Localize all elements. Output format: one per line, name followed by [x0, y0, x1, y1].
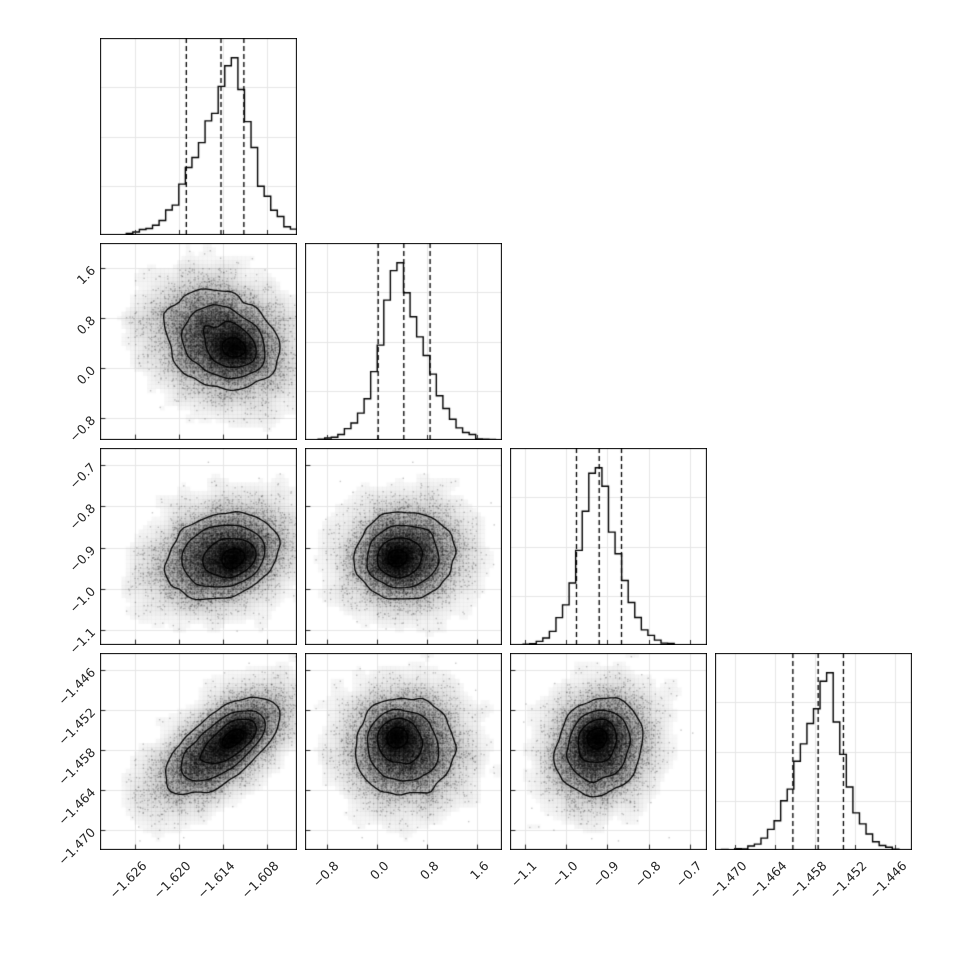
x-tick-label: −1.452: [826, 858, 870, 902]
hist-p3-canvas: [510, 448, 707, 645]
hist-p4-canvas: [715, 653, 912, 850]
x-tick-label: −1.608: [238, 858, 283, 902]
x-tick-label: −1.458: [786, 858, 830, 902]
y-tick-label: 0.8: [73, 312, 99, 338]
scatter-p1-p3-canvas: [100, 448, 297, 645]
panel-scatter-p2-p4: [305, 653, 502, 850]
y-tick-label: −0.8: [66, 500, 99, 533]
panel-scatter-p2-p3: [305, 448, 502, 645]
x-tick-label: −1.626: [105, 858, 150, 902]
x-tick-label: −1.620: [150, 858, 194, 902]
y-tick-label: −1.458: [54, 744, 99, 789]
y-tick-label: −0.7: [66, 459, 99, 492]
x-tick-label: −0.8: [309, 858, 342, 891]
x-tick-label: 0.0: [366, 858, 392, 883]
x-tick-label: −1.446: [865, 858, 910, 902]
panel-scatter-p1-p3: [100, 448, 297, 645]
x-tick-label: −0.8: [631, 858, 664, 891]
scatter-p1-p4-canvas: [100, 653, 297, 850]
panel-hist-p2: [305, 243, 502, 440]
y-tick-label: 1.6: [73, 262, 99, 288]
y-tick-label: 0.0: [73, 362, 99, 388]
x-tick-label: −1.0: [548, 858, 581, 891]
panel-scatter-p1-p2: [100, 243, 297, 440]
x-tick-label: −1.1: [507, 858, 540, 891]
scatter-p2-p4-canvas: [305, 653, 502, 850]
x-tick-label: −1.470: [706, 858, 750, 902]
y-tick-label: −1.452: [54, 704, 99, 749]
y-tick-label: −1.1: [66, 624, 99, 657]
scatter-p2-p3-canvas: [305, 448, 502, 645]
x-tick-label: −1.614: [194, 858, 238, 902]
x-tick-label: −0.7: [672, 858, 705, 891]
scatter-p1-p2-canvas: [100, 243, 297, 440]
y-tick-label: −1.464: [54, 784, 99, 829]
panel-hist-p4: [715, 653, 912, 850]
x-tick-label: −0.9: [589, 858, 623, 891]
x-tick-label: 0.8: [416, 858, 442, 883]
x-tick-label: −1.464: [746, 858, 790, 902]
y-tick-label: −0.9: [66, 542, 99, 575]
panel-hist-p1: [100, 38, 297, 235]
hist-p2-canvas: [305, 243, 502, 440]
panel-hist-p3: [510, 448, 707, 645]
y-tick-label: −1.446: [54, 664, 99, 709]
y-tick-label: −0.8: [66, 412, 99, 445]
panel-scatter-p3-p4: [510, 653, 707, 850]
hist-p1-canvas: [100, 38, 297, 235]
y-tick-label: −1.470: [54, 824, 99, 869]
panel-scatter-p1-p4: [100, 653, 297, 850]
scatter-p3-p4-canvas: [510, 653, 707, 850]
x-tick-label: 1.6: [466, 858, 492, 883]
y-tick-label: −1.0: [66, 583, 99, 616]
